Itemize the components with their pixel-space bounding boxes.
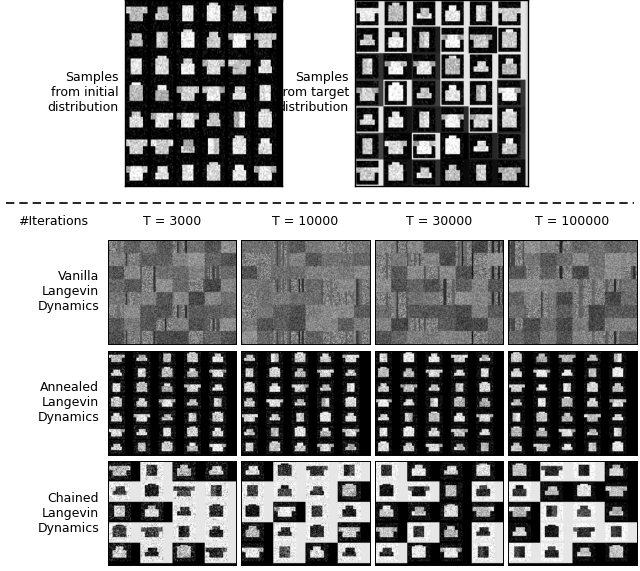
Text: Samples
from target
distribution: Samples from target distribution [278, 71, 349, 114]
Text: T = 10000: T = 10000 [272, 215, 339, 228]
Text: T = 100000: T = 100000 [536, 215, 610, 228]
Text: Chained
Langevin
Dynamics: Chained Langevin Dynamics [38, 492, 99, 535]
Text: Vanilla
Langevin
Dynamics: Vanilla Langevin Dynamics [38, 270, 99, 313]
Text: Samples
from initial
distribution: Samples from initial distribution [47, 71, 118, 114]
Text: Annealed
Langevin
Dynamics: Annealed Langevin Dynamics [38, 381, 99, 424]
Text: #Iterations: #Iterations [18, 215, 88, 228]
Text: T = 3000: T = 3000 [143, 215, 201, 228]
Text: T = 30000: T = 30000 [406, 215, 472, 228]
